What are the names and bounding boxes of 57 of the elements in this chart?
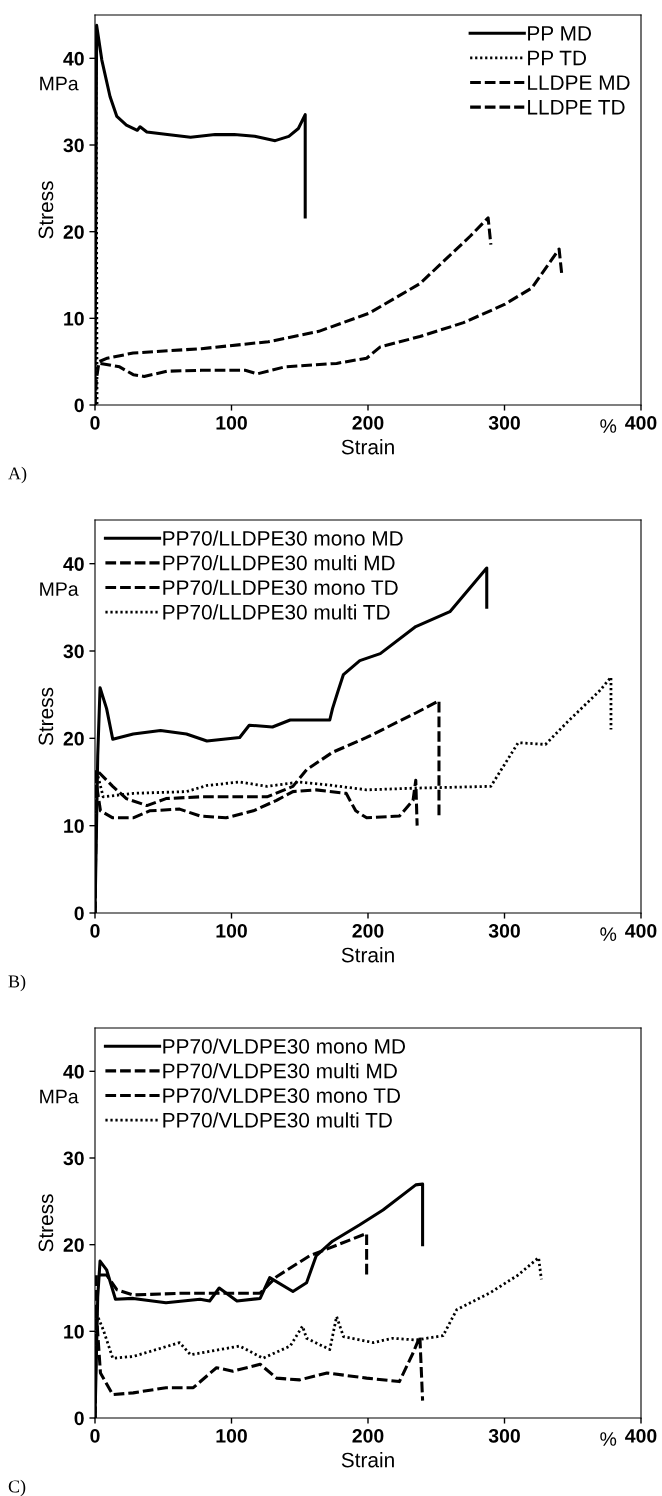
legend-label: LLDPE TD [528, 100, 625, 115]
x-tick-label: 400 [625, 415, 657, 430]
legend-label: PP TD [528, 50, 587, 66]
y-tick-label: 20 [63, 1238, 84, 1252]
x-tick-label: 100 [216, 1428, 247, 1443]
y-tick-label: 40 [63, 1064, 84, 1079]
y-tick-label: 30 [63, 1151, 84, 1166]
legend-label: LLDPE MD [528, 75, 630, 90]
legend-label: PP70/VLDPE30 mono MD [163, 1038, 405, 1054]
text: MPa [40, 76, 79, 91]
x-tick-label: 300 [488, 1428, 520, 1443]
y-tick-label: 10 [64, 311, 84, 326]
text: B) [8, 974, 26, 992]
legend-label: PP70/VLDPE30 multi TD [163, 1112, 392, 1128]
legend-label: PP70/LLDPE30 mono TD [163, 579, 398, 595]
y-axis-title: Stress [38, 1194, 54, 1252]
y-tick-label: 20 [63, 731, 84, 746]
text: % [600, 419, 617, 433]
legend-label: PP70/LLDPE30 multi MD [163, 555, 395, 571]
legend-label: PP MD [528, 26, 592, 41]
y-tick-label: 30 [63, 138, 84, 153]
x-axis-title: Strain [341, 439, 394, 455]
y-tick-label: 20 [63, 225, 84, 239]
x-tick-label: 200 [352, 1428, 384, 1443]
text: MPa [40, 1089, 79, 1104]
y-axis-title: Stress [38, 181, 54, 239]
y-axis-title: Stress [38, 687, 54, 746]
x-tick-label: 0 [90, 415, 100, 430]
x-tick-label: 0 [90, 923, 100, 938]
text: % [600, 1432, 617, 1446]
x-tick-label: 400 [625, 1428, 657, 1443]
text: % [600, 927, 617, 941]
legend-label: PP70/LLDPE30 multi TD [163, 604, 390, 620]
x-axis-title: Strain [341, 1452, 394, 1468]
text: A) [8, 466, 27, 484]
y-tick-label: 10 [64, 1324, 84, 1339]
legend-label: PP70/VLDPE30 mono TD [163, 1087, 401, 1103]
y-tick-label: 40 [63, 557, 84, 571]
text: MPa [40, 582, 79, 596]
y-tick-label: 10 [64, 819, 84, 833]
x-tick-label: 300 [488, 415, 520, 430]
text: C) [8, 1479, 26, 1496]
x-tick-label: 100 [216, 415, 247, 430]
x-tick-label: 100 [216, 923, 247, 938]
y-tick-label: 0 [74, 1411, 84, 1426]
x-tick-label: 200 [352, 923, 384, 938]
legend-label: PP70/LLDPE30 mono MD [163, 530, 403, 546]
x-tick-label: 0 [90, 1428, 100, 1443]
legend-label: PP70/VLDPE30 multi MD [163, 1063, 397, 1079]
x-tick-label: 300 [488, 923, 520, 938]
y-tick-label: 0 [74, 398, 84, 413]
x-tick-label: 400 [625, 923, 657, 938]
x-axis-title: Strain [341, 947, 394, 963]
y-tick-label: 0 [74, 906, 84, 921]
y-tick-label: 40 [63, 51, 84, 66]
y-tick-label: 30 [63, 644, 84, 659]
x-tick-label: 200 [352, 415, 384, 430]
